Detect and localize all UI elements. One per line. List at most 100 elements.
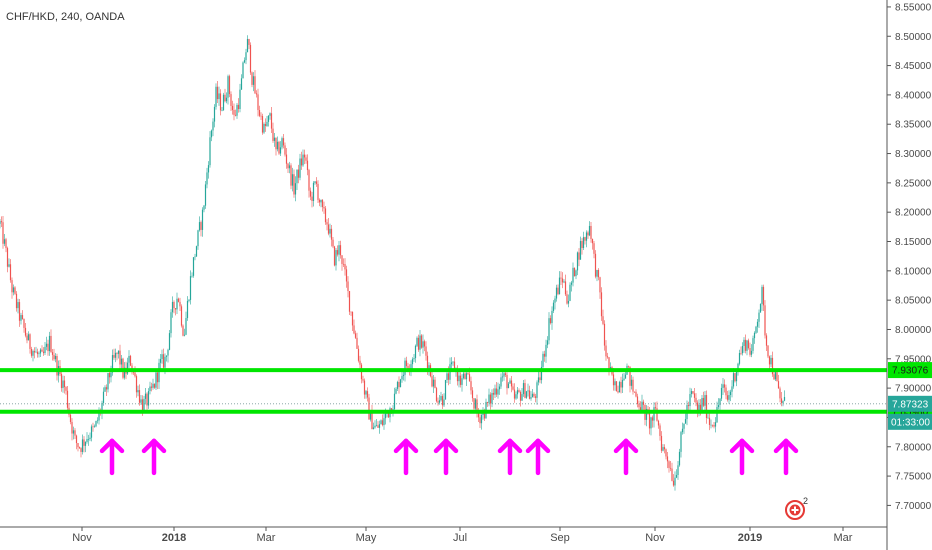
candle-body — [498, 386, 501, 390]
candle-body — [381, 420, 384, 426]
candle-body — [218, 93, 220, 100]
candle-body — [680, 432, 682, 452]
candle-body — [246, 38, 249, 53]
candle-body — [509, 380, 511, 384]
candle-body — [696, 402, 699, 411]
candle-body — [522, 383, 525, 395]
candle-body — [566, 294, 568, 304]
candle-body — [230, 94, 232, 106]
candle-body — [288, 165, 291, 169]
candle-body — [476, 399, 478, 414]
candle-body — [732, 373, 735, 387]
candle-body — [221, 110, 223, 111]
candle-body — [50, 335, 52, 353]
candle-body — [650, 417, 652, 429]
candle-body — [459, 375, 462, 385]
tradingview-logo-icon: 2 — [785, 496, 808, 520]
candle-body — [467, 373, 469, 375]
candle-body — [71, 421, 73, 434]
candle-body — [72, 430, 75, 434]
candle-body — [315, 181, 318, 184]
candle-body — [15, 293, 18, 309]
candle-body — [564, 281, 567, 295]
candle-body — [321, 199, 324, 208]
candle-body — [723, 384, 726, 388]
candle-body — [192, 257, 195, 276]
candle-body — [134, 372, 136, 377]
y-tick-label: 7.80000 — [895, 442, 932, 453]
candle-body — [710, 424, 712, 426]
arrow-head — [497, 438, 523, 454]
candle-body — [417, 337, 420, 350]
candle-body — [137, 390, 139, 393]
candle-body — [779, 388, 781, 399]
candle-body — [525, 391, 528, 398]
candle-body — [446, 373, 448, 380]
candle-body — [548, 318, 550, 341]
candle-body — [105, 387, 108, 390]
candle-body — [407, 365, 409, 369]
candle-body — [743, 339, 745, 346]
candle-body — [216, 86, 219, 100]
candle-body — [24, 327, 27, 336]
candle-body — [213, 106, 216, 122]
candle-body — [659, 425, 661, 436]
x-axis-ticks[interactable]: Nov 2018 Mar May Jul Sep Nov 2019 Mar — [72, 527, 853, 544]
candle-body — [773, 374, 775, 380]
candle-body — [77, 443, 79, 448]
candle-body — [573, 267, 576, 277]
candle-body — [516, 390, 519, 395]
countdown-label: 01:33:00 — [891, 417, 930, 428]
candle-body — [188, 299, 190, 301]
arrow-head — [433, 438, 459, 454]
candle-body — [438, 400, 441, 403]
candle-body — [536, 382, 538, 398]
candle-body — [303, 154, 306, 158]
candle-body — [342, 263, 345, 265]
candle-body — [558, 277, 561, 295]
candle-body — [329, 228, 331, 234]
candle-body — [297, 169, 300, 178]
candle-body — [560, 277, 562, 279]
candle-body — [374, 425, 376, 428]
candle-body — [660, 435, 663, 451]
candle-body — [534, 396, 537, 398]
candle-body — [435, 388, 438, 402]
candle-body — [240, 78, 243, 90]
candle-body — [581, 241, 583, 248]
candle-body — [356, 337, 358, 349]
candle-body — [128, 355, 130, 363]
candle-body — [168, 333, 171, 350]
candle-body — [158, 362, 160, 383]
candle-body — [176, 298, 178, 310]
candle-body — [23, 318, 25, 328]
candle-body — [468, 374, 471, 382]
candle-body — [152, 383, 154, 388]
x-tick-label: Nov — [645, 532, 665, 544]
candle-body — [249, 44, 252, 73]
y-axis-ticks[interactable]: 8.55000 8.50000 8.45000 8.40000 8.35000 8.300… — [887, 2, 932, 512]
candle-body — [632, 379, 634, 392]
candle-body — [17, 302, 19, 309]
candle-body — [201, 209, 204, 230]
candle-body — [215, 86, 217, 107]
candle-body — [759, 303, 762, 313]
candle-body — [537, 377, 540, 383]
arrows-layer — [99, 438, 799, 476]
candle-body — [728, 394, 730, 400]
candle-body — [48, 335, 51, 352]
candle-body — [783, 397, 786, 401]
candle-body — [185, 318, 187, 335]
candle-body — [420, 335, 423, 348]
arrow-head — [525, 438, 551, 454]
x-tick-label: Jul — [453, 532, 467, 544]
candle-body — [614, 381, 616, 386]
candle-body — [200, 222, 202, 230]
candle-body — [113, 355, 115, 358]
candle-body — [756, 321, 759, 327]
candle-body — [243, 60, 246, 63]
candle-body — [528, 390, 531, 399]
y-tick-label: 8.15000 — [895, 237, 932, 248]
